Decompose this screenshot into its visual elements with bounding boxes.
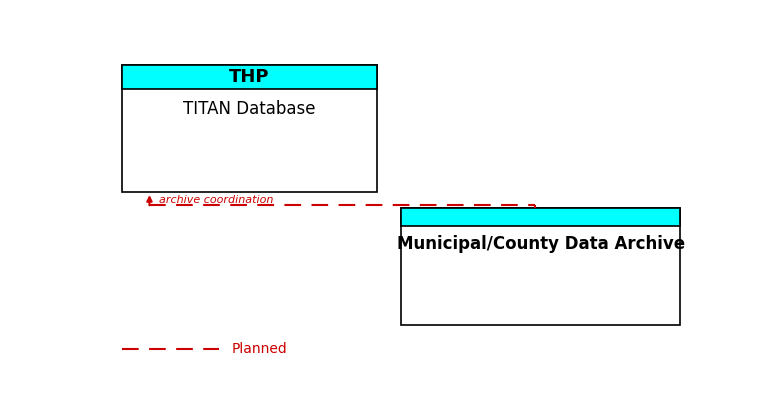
Text: TITAN Database: TITAN Database: [183, 100, 316, 118]
Bar: [402, 208, 680, 225]
Text: Planned: Planned: [232, 342, 287, 356]
Text: THP: THP: [229, 68, 270, 86]
Bar: [122, 65, 377, 89]
Text: archive coordination: archive coordination: [158, 195, 273, 205]
Bar: [122, 65, 377, 192]
Bar: [402, 208, 680, 325]
Text: Municipal/County Data Archive: Municipal/County Data Archive: [397, 235, 685, 253]
